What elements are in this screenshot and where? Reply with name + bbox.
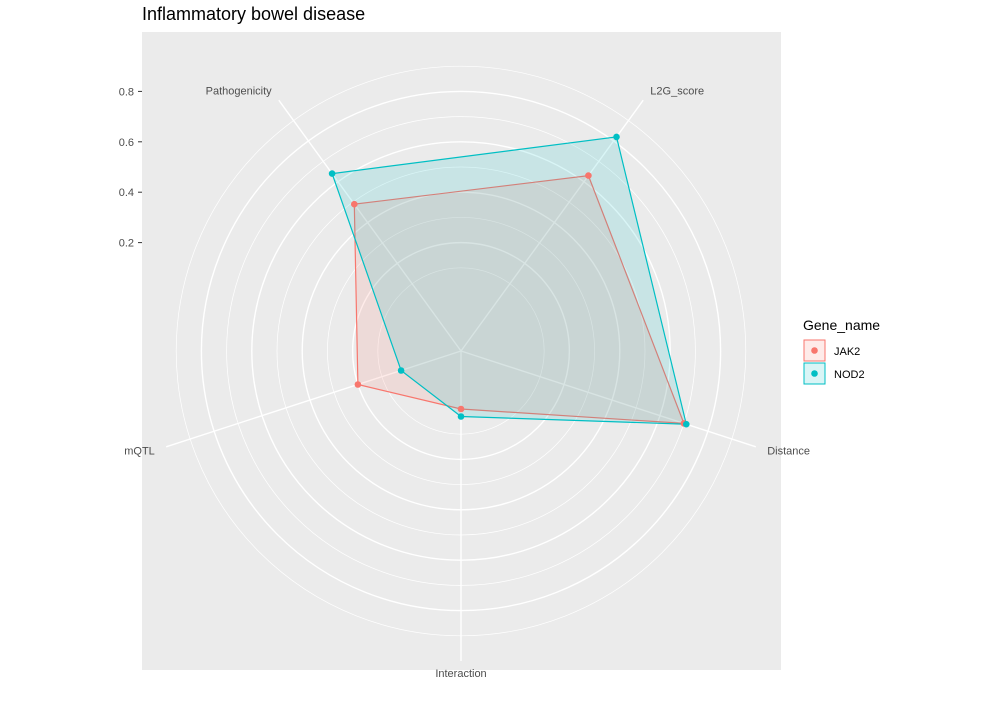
legend: Gene_name JAK2 NOD2 — [803, 317, 880, 385]
tick-label: 0.4 — [119, 187, 134, 199]
tick-label: 0.8 — [119, 86, 134, 98]
point-jak2-mqtl — [354, 381, 362, 388]
point-nod2-pathogenicity — [328, 170, 336, 177]
legend-label-nod2: NOD2 — [834, 369, 865, 381]
axis-label-distance: Distance — [767, 446, 810, 458]
tick-label: 0.2 — [119, 238, 134, 250]
tick-label: 0.6 — [119, 137, 134, 149]
axis-label-mqtl: mQTL — [124, 446, 155, 458]
legend-marker-jak2 — [811, 347, 818, 354]
point-jak2-interaction — [457, 405, 465, 413]
point-nod2-interaction — [457, 413, 465, 420]
point-nod2-distance — [683, 420, 690, 428]
chart-title: Inflammatory bowel disease — [142, 4, 365, 24]
series-area-jak2 — [353, 174, 685, 425]
point-jak2-pathogenicity — [351, 200, 358, 208]
radial-ticks: 0.2 0.4 0.6 0.8 — [119, 86, 142, 250]
legend-marker-nod2 — [811, 370, 818, 377]
point-jak2-l2g-score — [585, 172, 592, 179]
axis-labels: L2G_score Distance Interaction mQTL Pathogen… — [124, 86, 810, 681]
axis-label-l2g-score: L2G_score — [650, 86, 704, 98]
spoke-pathogenicity — [278, 99, 462, 352]
point-nod2-l2g-score — [613, 133, 620, 141]
point-nod2-mqtl — [397, 367, 405, 374]
spoke-mqtl — [165, 350, 462, 448]
spoke-l2g-score — [460, 99, 644, 352]
series-area-nod2 — [331, 136, 688, 425]
series-layer — [328, 133, 690, 428]
spoke-distance — [460, 350, 757, 448]
legend-label-jak2: JAK2 — [834, 346, 860, 358]
axis-label-interaction: Interaction — [435, 668, 486, 680]
legend-title: Gene_name — [803, 317, 880, 333]
axis-label-pathogenicity: Pathogenicity — [206, 86, 273, 98]
axis-spokes — [165, 99, 757, 661]
